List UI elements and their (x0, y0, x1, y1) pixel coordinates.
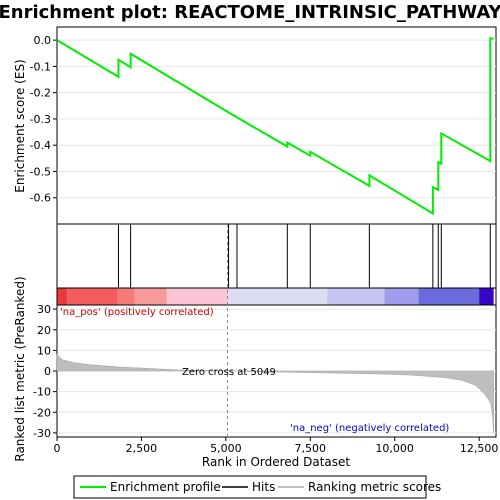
x-tick-label: 5,000 (210, 442, 242, 455)
es-tick-label: -0.5 (30, 165, 51, 178)
es-panel (56, 26, 497, 225)
x-axis-label: Rank in Ordered Dataset (202, 455, 350, 469)
ranking-bar-segment (67, 288, 118, 305)
ranking-bar-segment (134, 288, 167, 305)
x-tick-label: 10,000 (375, 442, 414, 455)
es-tick-label: -0.2 (30, 87, 51, 100)
metric-tick-label: 20 (37, 324, 51, 337)
metric-tick-label: -10 (33, 386, 51, 399)
ranking-color-bar (57, 288, 494, 305)
es-tick-label: -0.6 (30, 192, 51, 205)
ranking-bar-segment (327, 288, 385, 305)
x-axis: 0 2,500 5,000 7,500 10,000 12,500 (54, 437, 499, 455)
legend-metric-label: Ranking metric scores (308, 480, 441, 494)
zero-cross-label: Zero cross at 5049 (182, 367, 276, 378)
hit-markers (117, 224, 491, 288)
metric-tick-label: -20 (33, 406, 51, 419)
legend: Enrichment profile Hits Ranking metric s… (73, 475, 441, 499)
legend-hits-label: Hits (252, 480, 275, 494)
neg-correlated-label: 'na_neg' (negatively correlated) (290, 423, 449, 434)
es-tick-label: -0.3 (30, 113, 51, 126)
x-tick-label: 12,500 (460, 442, 499, 455)
x-tick-label: 2,500 (126, 442, 158, 455)
legend-box (73, 475, 427, 499)
es-tick-label: -0.4 (30, 139, 51, 152)
es-y-axis: 0.0 -0.1 -0.2 -0.3 -0.4 -0.5 -0.6 (30, 34, 57, 205)
ranking-metric-area (56, 353, 494, 433)
x-tick-label: 0 (54, 442, 61, 455)
enrichment-profile-line (56, 37, 494, 216)
ranking-bar-segment (227, 288, 328, 305)
es-y-axis-label: Enrichment score (ES) (13, 59, 27, 192)
hits-panel (56, 223, 497, 289)
metric-tick-label: 10 (37, 344, 51, 357)
x-tick-label: 7,500 (295, 442, 327, 455)
es-tick-label: 0.0 (34, 34, 52, 47)
pos-correlated-label: 'na_pos' (positively correlated) (60, 307, 214, 318)
metric-y-axis-label: Ranked list metric (PreRanked) (13, 276, 27, 461)
ranking-bar-segment (384, 288, 419, 305)
es-tick-label: -0.1 (30, 60, 51, 73)
ranking-bar-segment (479, 288, 494, 305)
metric-tick-label: 30 (37, 303, 51, 316)
ranking-bar-segment (166, 288, 228, 305)
legend-es-label: Enrichment profile (110, 480, 221, 494)
chart-title: Enrichment plot: REACTOME_INTRINSIC_PATH… (0, 2, 500, 23)
ranking-bar-segment (418, 288, 480, 305)
ranking-bar-segment (57, 288, 68, 305)
metric-y-axis: 30 20 10 0 -10 -20 -30 (33, 303, 57, 440)
metric-tick-label: 0 (44, 365, 51, 378)
ranking-bar-segment (117, 288, 135, 305)
metric-tick-label: -30 (33, 427, 51, 440)
